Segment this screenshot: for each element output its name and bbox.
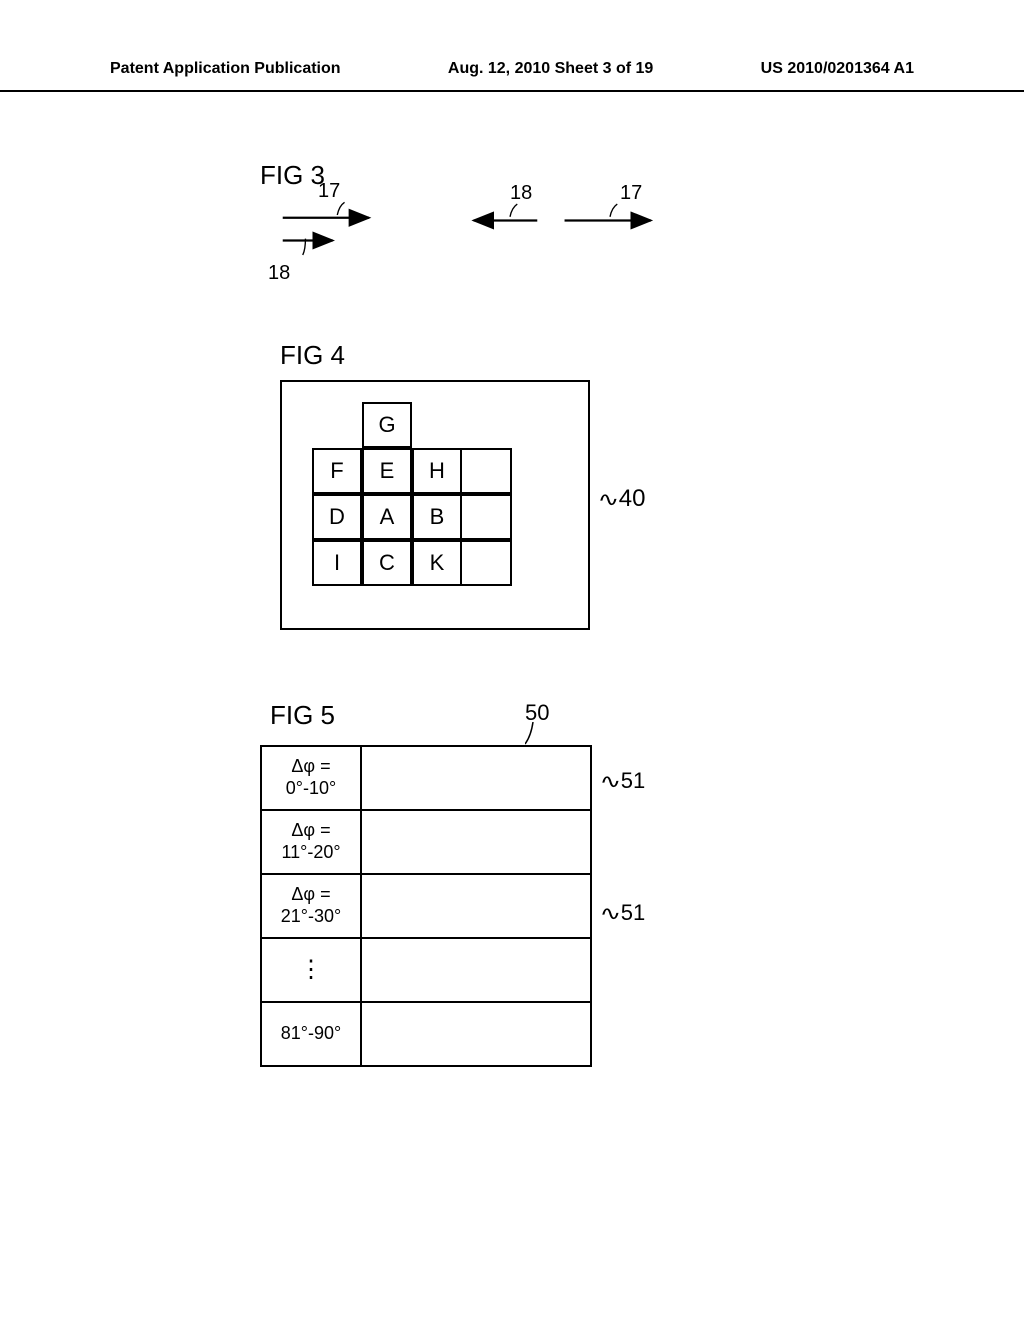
cell-i: I xyxy=(312,540,362,586)
fig5-row-0-label: Δφ =0°-10° xyxy=(261,746,361,810)
ref-51-text-a: 51 xyxy=(621,768,645,793)
fig5-row-0-val xyxy=(361,746,591,810)
fig5-row-3-val xyxy=(361,938,591,1002)
fig4-container: G F E H D A B I C K xyxy=(280,380,590,630)
fig3-ref-17-left: 17 xyxy=(318,180,340,203)
page-header: Patent Application Publication Aug. 12, … xyxy=(0,60,1024,92)
fig5-ref-51-top: ∿51 xyxy=(602,768,645,794)
fig3-label: FIG 3 xyxy=(260,160,325,191)
header-left: Patent Application Publication xyxy=(110,60,341,78)
cell-blank-3 xyxy=(462,540,512,586)
cell-e: E xyxy=(362,448,412,494)
fig4-label: FIG 4 xyxy=(280,340,345,371)
tilde-icon: ∿ xyxy=(599,769,621,794)
cell-a: A xyxy=(362,494,412,540)
header-center: Aug. 12, 2010 Sheet 3 of 19 xyxy=(448,60,653,78)
fig4-ref-40: ∿40 xyxy=(600,485,645,513)
table-row: ⋮ xyxy=(261,938,591,1002)
table-row: Δφ =21°-30° xyxy=(261,874,591,938)
ref-51-text-b: 51 xyxy=(621,900,645,925)
fig3-ref-17-right: 17 xyxy=(620,182,642,205)
cell-blank-1 xyxy=(462,448,512,494)
cell-g: G xyxy=(362,402,412,448)
fig5-ref-51-bottom: ∿51 xyxy=(602,900,645,926)
fig5-row-3-label: ⋮ xyxy=(261,938,361,1002)
table-row: Δφ =11°-20° xyxy=(261,810,591,874)
tilde-icon: ∿ xyxy=(599,901,621,926)
fig5-row-2-label: Δφ =21°-30° xyxy=(261,874,361,938)
table-row: Δφ =0°-10° xyxy=(261,746,591,810)
ref-40-text: 40 xyxy=(619,485,646,512)
cell-h: H xyxy=(412,448,462,494)
cell-d: D xyxy=(312,494,362,540)
fig5-table: Δφ =0°-10° Δφ =11°-20° Δφ =21°-30° ⋮ 81°… xyxy=(260,745,592,1067)
cell-f: F xyxy=(312,448,362,494)
cell-b: B xyxy=(412,494,462,540)
tilde-icon: ∿ xyxy=(597,487,619,512)
fig5-row-1-label: Δφ =11°-20° xyxy=(261,810,361,874)
fig3-ref-18-left: 18 xyxy=(268,262,290,285)
fig5-row-2-val xyxy=(361,874,591,938)
fig5-label: FIG 5 xyxy=(270,700,335,731)
table-row: 81°-90° xyxy=(261,1002,591,1066)
fig5-row-1-val xyxy=(361,810,591,874)
cell-blank-2 xyxy=(462,494,512,540)
fig3-arrows xyxy=(260,195,760,295)
fig5-row-4-val xyxy=(361,1002,591,1066)
cell-c: C xyxy=(362,540,412,586)
header-right: US 2010/0201364 A1 xyxy=(761,60,914,78)
fig3-ref-18-right: 18 xyxy=(510,182,532,205)
cell-k: K xyxy=(412,540,462,586)
fig5-row-4-label: 81°-90° xyxy=(261,1002,361,1066)
